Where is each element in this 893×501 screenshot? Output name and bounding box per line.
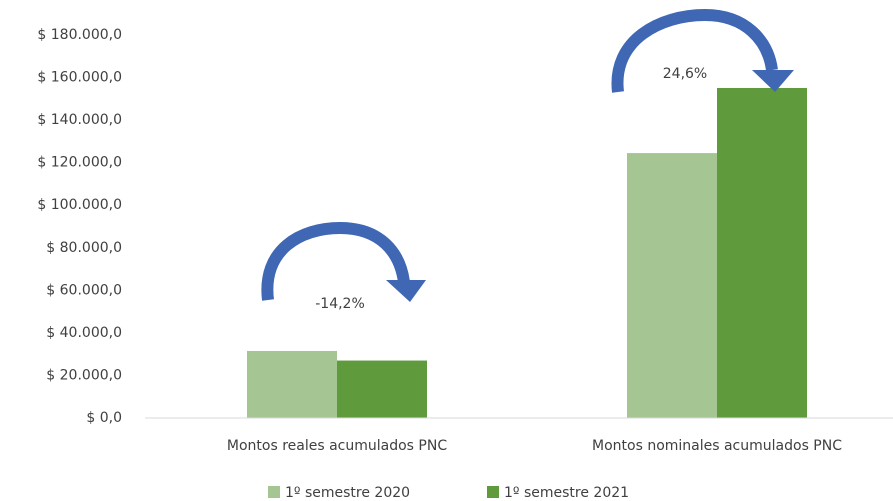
annotation: 24,6%: [663, 66, 707, 82]
y-tick-label: $ 60.000,0: [46, 282, 122, 298]
legend-label: 1º semestre 2021: [504, 485, 629, 501]
arrow-arc: [261, 221, 410, 301]
y-tick-label: $ 100.000,0: [37, 197, 122, 213]
y-tick-label: $ 40.000,0: [46, 325, 122, 341]
arrow: [611, 8, 794, 93]
legend-item: 1º semestre 2020: [268, 485, 410, 501]
arrow-head: [386, 280, 426, 302]
legend-swatch: [487, 486, 499, 498]
x-tick-label: Montos nominales acumulados PNC: [592, 438, 842, 454]
bar: [247, 350, 337, 418]
y-tick-label: $ 20.000,0: [46, 367, 122, 383]
y-tick-label: $ 80.000,0: [46, 240, 122, 256]
y-tick-label: $ 180.000,0: [37, 27, 122, 43]
legend-swatch: [268, 486, 280, 498]
legend-item: 1º semestre 2021: [487, 485, 629, 501]
x-tick-label: Montos reales acumulados PNC: [227, 438, 447, 454]
bar: [337, 360, 427, 418]
legend-label: 1º semestre 2020: [285, 485, 410, 501]
arrow-arc: [611, 8, 778, 93]
arrow: [261, 221, 426, 302]
y-tick-label: $ 0,0: [86, 410, 122, 426]
bar: [717, 87, 807, 419]
y-tick-label: $ 120.000,0: [37, 155, 122, 171]
bar: [627, 153, 717, 418]
y-tick-label: $ 160.000,0: [37, 70, 122, 86]
annotation: -14,2%: [315, 296, 365, 312]
y-tick-label: $ 140.000,0: [37, 112, 122, 128]
arrow-head: [752, 70, 794, 92]
